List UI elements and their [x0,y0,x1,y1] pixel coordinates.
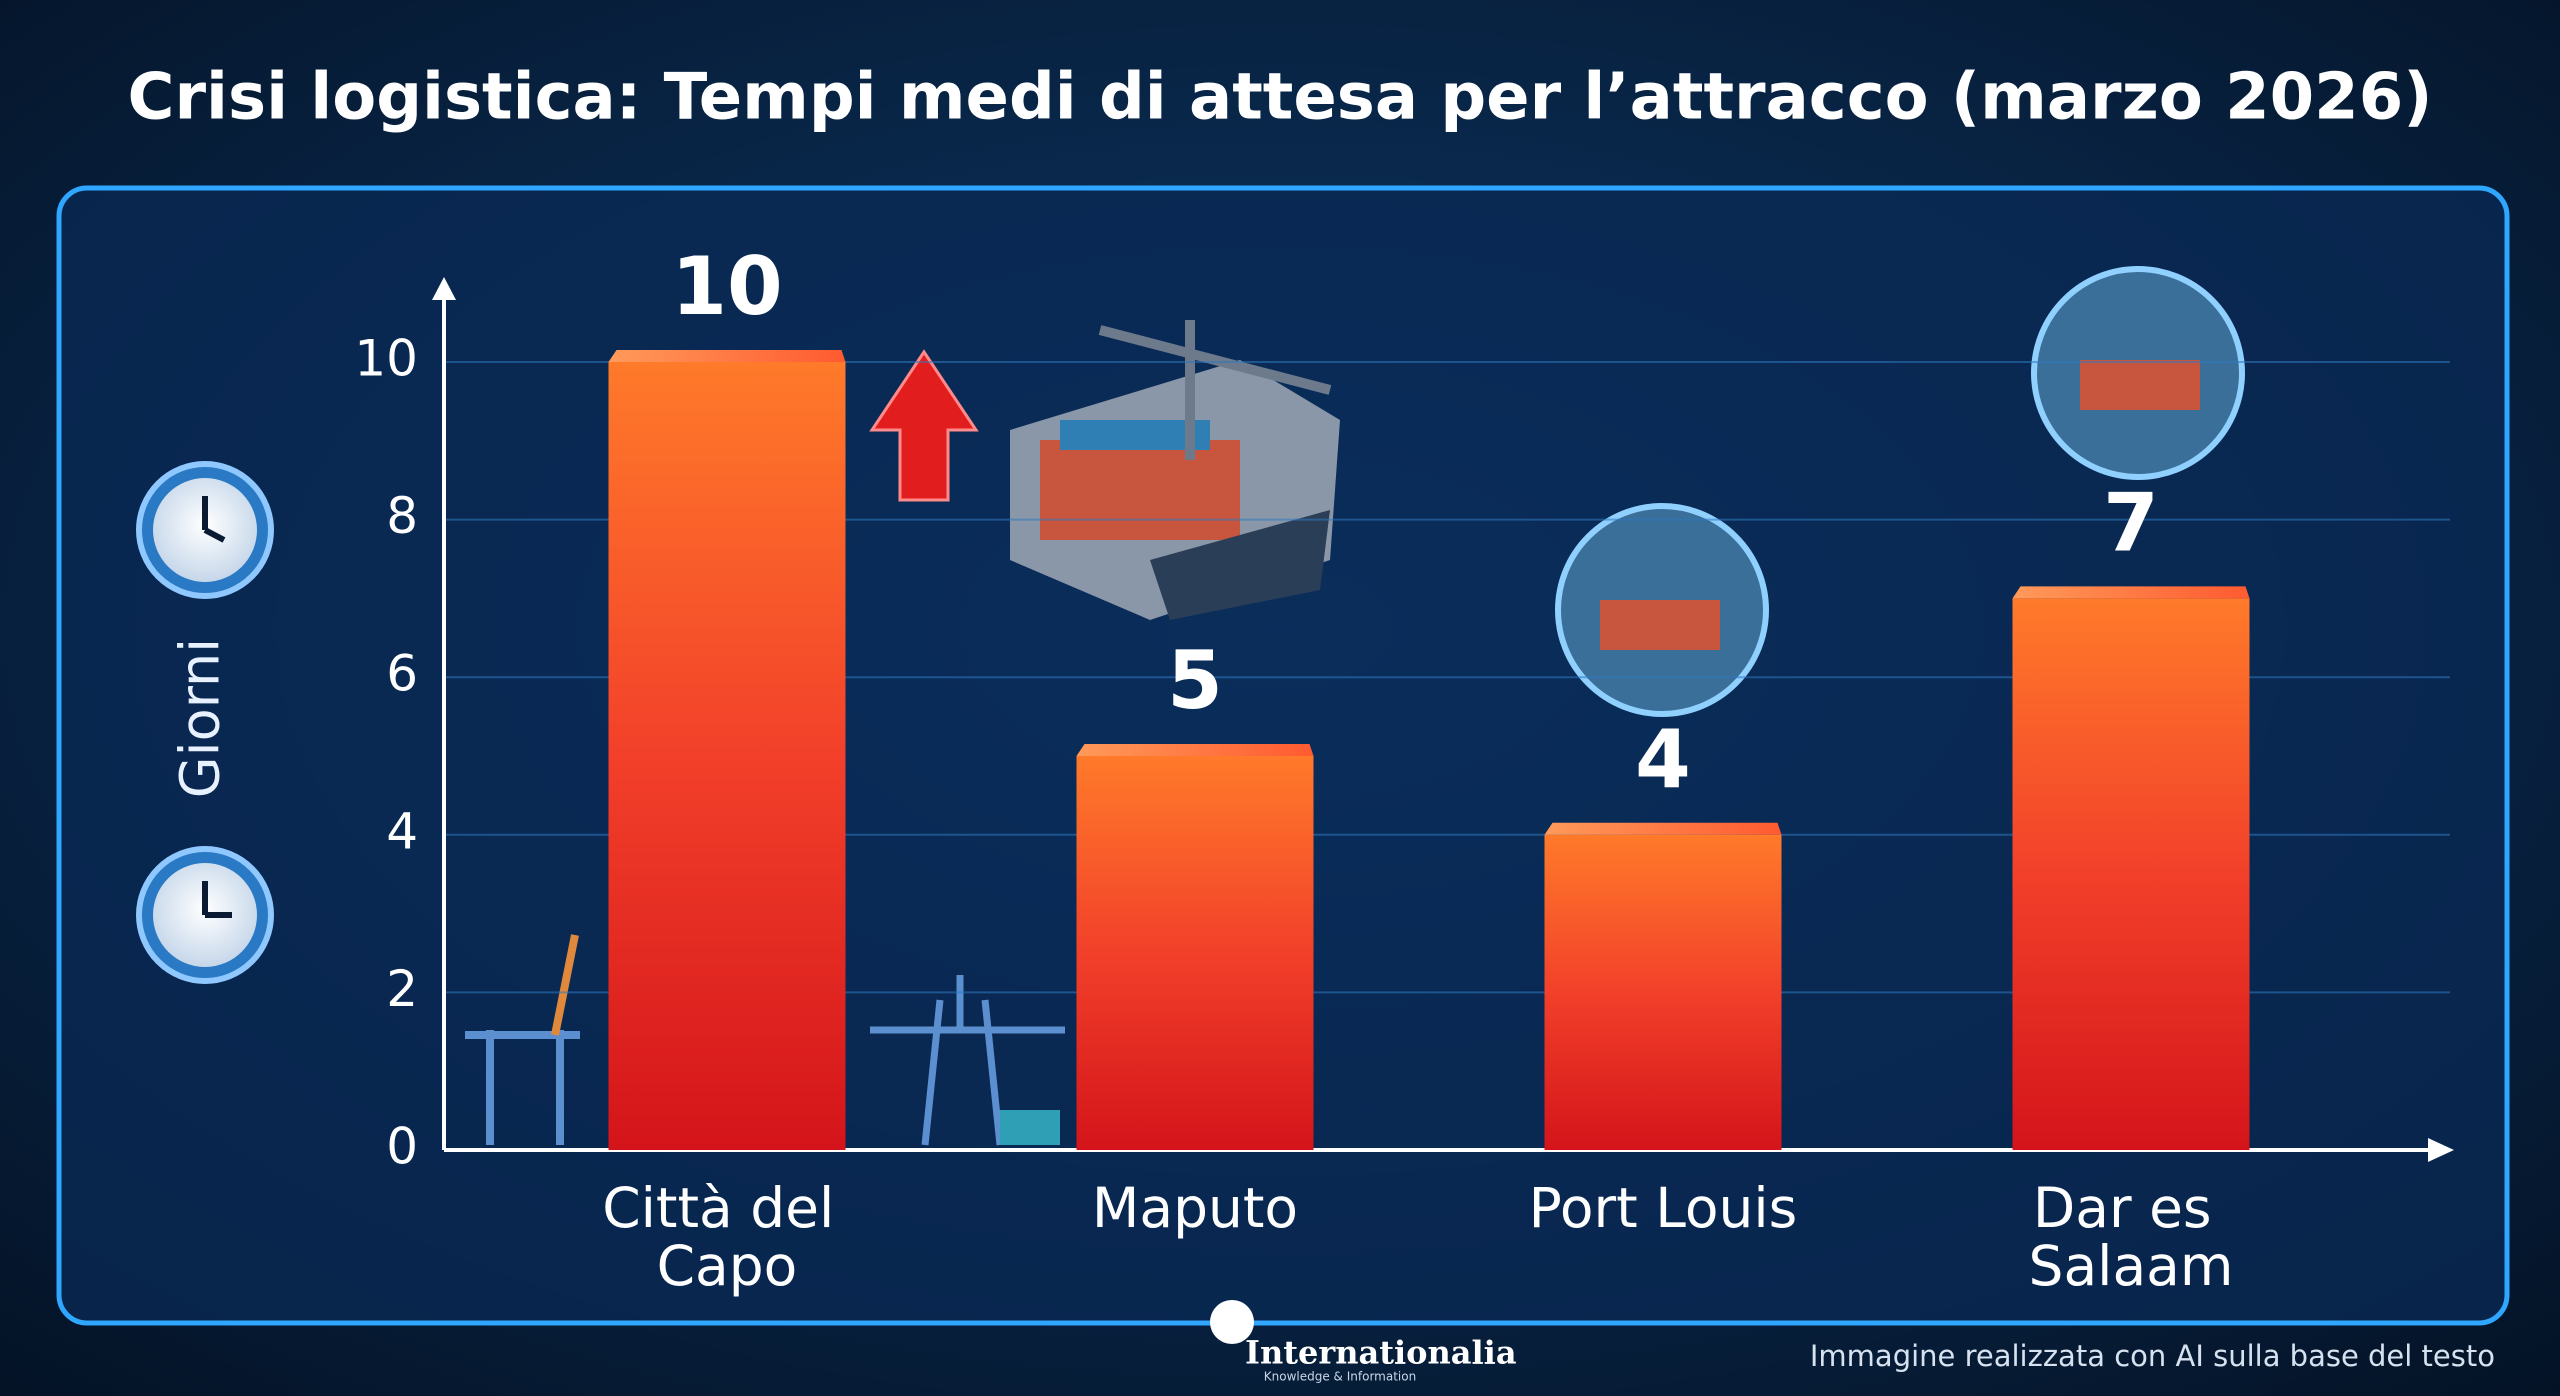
chart-title: Crisi logistica: Tempi medi di attesa pe… [128,61,2433,135]
port-badge [2031,266,2245,480]
clock-icon [136,846,274,984]
crane-icon [465,934,580,1145]
clock-icon [136,461,274,599]
y-tick-label: 0 [386,1118,418,1176]
plot-area: 0 2 4 6 8 10 10 Città del Capo 5 Maputo 4 Port Loui… [354,240,2454,1298]
x-tick-label: Dar es Salaam [2029,1176,2234,1298]
value-label: 5 [1167,634,1223,727]
y-axis-arrow [432,277,456,300]
y-tick-label: 6 [386,645,418,703]
y-tick-label: 8 [386,487,418,545]
y-tick-label: 10 [354,330,418,388]
bar-cap [1076,744,1314,756]
bar [608,362,846,1150]
y-tick-label: 4 [386,802,418,860]
bar [1076,756,1314,1150]
x-tick-label: Maputo [1092,1176,1298,1240]
bar [2012,598,2250,1150]
brand: Internationalia [1245,1334,1517,1372]
y-axis-label: Giorni [169,638,232,798]
crane-icon [870,975,1065,1146]
logo: Internationalia Knowledge & Information [1210,1300,1517,1384]
bar-cap [608,350,846,362]
x-tick-label: Port Louis [1529,1176,1798,1240]
x-tick-label: Città del Capo [602,1176,852,1298]
bar-cap [2012,586,2250,599]
value-label: 4 [1635,713,1691,806]
value-label: 7 [2103,476,2159,569]
bar-cap [1544,822,1782,835]
up-arrow [869,349,979,502]
y-tick-label: 2 [386,960,418,1018]
port-badge [1555,503,1769,717]
value-label: 10 [671,240,782,333]
footer-note: Immagine realizzata con AI sulla base de… [1810,1339,2495,1373]
port-illustration [1010,320,1340,620]
bar [1544,834,1782,1150]
x-axis-arrow [2428,1138,2454,1162]
brand-tagline: Knowledge & Information [1264,1370,1416,1384]
